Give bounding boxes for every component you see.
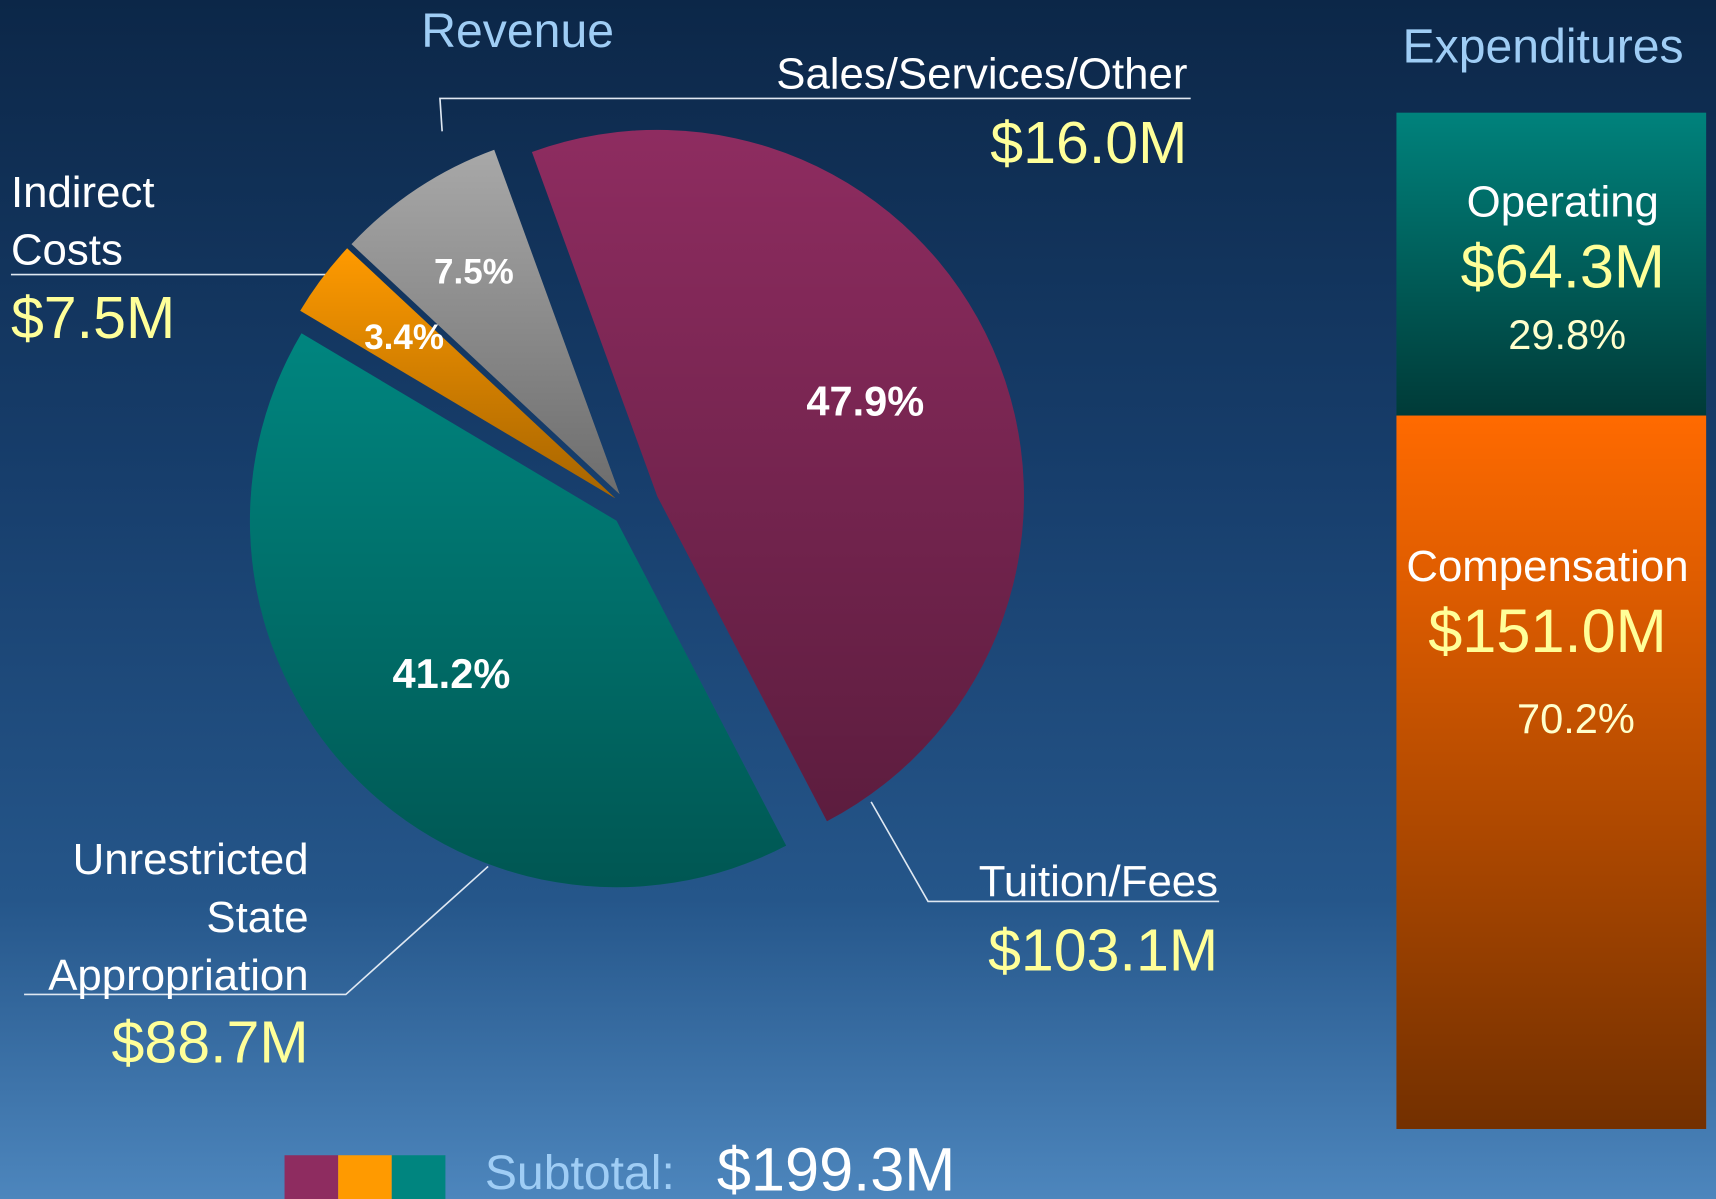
legend-swatch bbox=[285, 1155, 339, 1199]
bar-value-label: 29.8% bbox=[1403, 307, 1716, 365]
chart-title: Expenditures bbox=[1368, 18, 1716, 76]
slide: 47.9%41.2%3.4%7.5% RevenueTuition/Fees$1… bbox=[0, 0, 1716, 1199]
amount-label: $16.0M bbox=[750, 109, 1188, 177]
category-label: Sales/Services/Other bbox=[531, 46, 1188, 104]
bar-value-label: 70.2% bbox=[1412, 691, 1716, 749]
amount-label: $88.7M bbox=[0, 1009, 309, 1077]
bar-amount-label: $151.0M bbox=[1383, 597, 1711, 665]
amount-label: $103.1M bbox=[780, 917, 1218, 985]
pie-value-label: 41.2% bbox=[392, 650, 510, 697]
category-label: Tuition/Fees bbox=[780, 853, 1218, 911]
bar-category-label: Compensation bbox=[1383, 538, 1711, 596]
category-label: Unrestricted State Appropriation bbox=[13, 831, 308, 1005]
subtotal-value: $199.3M bbox=[717, 1136, 1045, 1199]
bar-segment bbox=[1396, 416, 1706, 1129]
category-label: Indirect Costs bbox=[11, 164, 197, 280]
bar-category-label: Operating bbox=[1399, 174, 1716, 232]
bar-amount-label: $64.3M bbox=[1399, 233, 1716, 301]
legend-swatch bbox=[338, 1155, 392, 1199]
subtotal-label: Subtotal: bbox=[485, 1144, 726, 1199]
amount-label: $7.5M bbox=[11, 284, 449, 352]
pie-value-label: 47.9% bbox=[806, 378, 924, 425]
legend-swatch bbox=[392, 1155, 446, 1199]
